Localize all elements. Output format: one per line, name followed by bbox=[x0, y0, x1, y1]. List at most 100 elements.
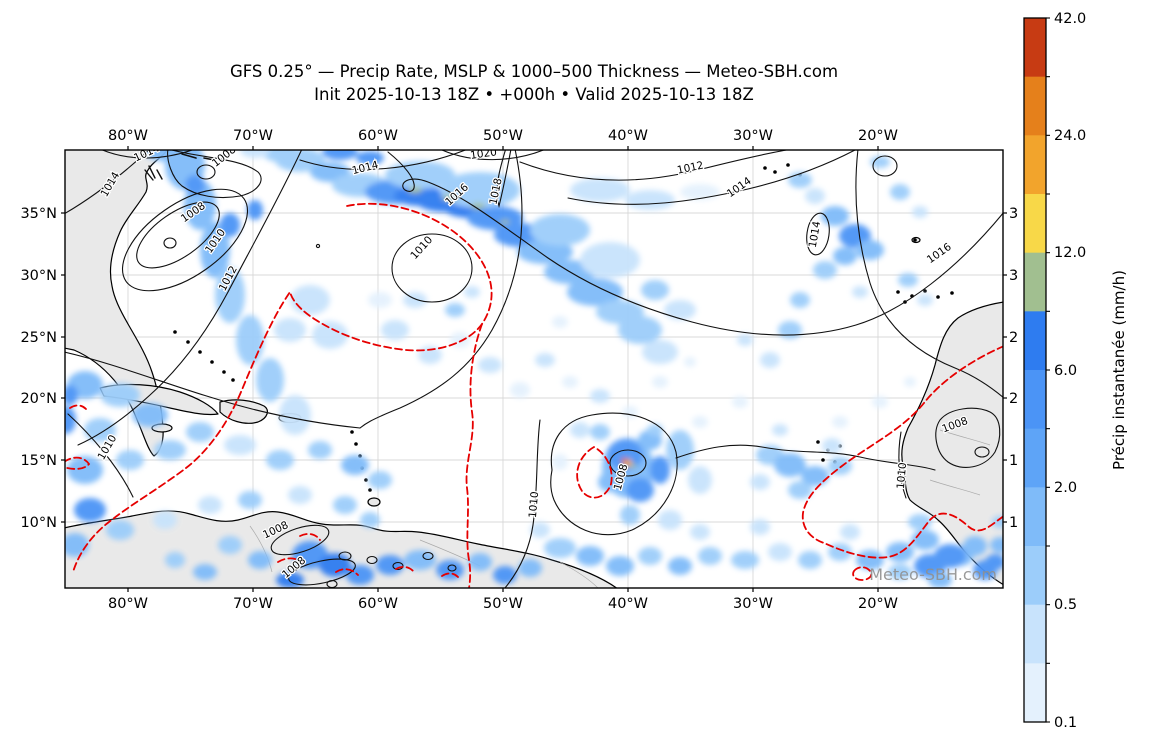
island-dot bbox=[950, 291, 954, 295]
precip-blob bbox=[132, 403, 168, 427]
lat-tick-label: 30°N bbox=[20, 268, 57, 284]
precip-blob bbox=[790, 292, 810, 308]
precip-blob bbox=[238, 491, 262, 509]
colorbar-title: Précip instantanée (mm/h) bbox=[1110, 270, 1128, 470]
precip-blob bbox=[552, 316, 568, 328]
precip-blob bbox=[590, 389, 610, 403]
precip-blob bbox=[106, 520, 134, 540]
precip-blob bbox=[570, 422, 590, 438]
precip-blob bbox=[381, 320, 409, 340]
lat-tick-label: 20°N bbox=[20, 391, 57, 407]
lat-tick-label: 10°N bbox=[20, 515, 57, 531]
colorbar-segment bbox=[1024, 546, 1046, 606]
precip-blob bbox=[376, 555, 404, 575]
contour-label: 1014 bbox=[725, 175, 754, 200]
precip-blob bbox=[530, 522, 550, 538]
precip-blob bbox=[731, 551, 759, 569]
precip-blob bbox=[888, 564, 912, 580]
precip-blob bbox=[750, 474, 770, 490]
island-dot bbox=[364, 478, 368, 482]
precip-blob bbox=[478, 357, 502, 373]
precip-blob bbox=[856, 550, 884, 570]
colorbar: 42.0 24.0 12.0 6.0 2.0 0.5 0.1 Précip instantan… bbox=[1023, 11, 1128, 731]
precip-blob bbox=[911, 530, 939, 550]
precip-blob bbox=[224, 435, 256, 455]
precip-blob bbox=[84, 418, 116, 442]
colorbar-tick-label: 12.0 bbox=[1054, 245, 1086, 261]
precip-blob bbox=[552, 454, 568, 470]
lon-tick-label-bottom: 70°W bbox=[233, 596, 273, 612]
country-borders bbox=[249, 429, 991, 588]
precip-blob bbox=[664, 300, 696, 320]
island-dot bbox=[786, 163, 790, 167]
precip-blob bbox=[341, 455, 369, 475]
precip-blob bbox=[385, 161, 455, 189]
precip-blob bbox=[788, 481, 812, 499]
colorbar-tick-label: 6.0 bbox=[1054, 363, 1077, 379]
precip-blob bbox=[963, 536, 987, 556]
precip-blob bbox=[934, 544, 966, 568]
precip-blob bbox=[518, 559, 542, 577]
precip-blob bbox=[801, 466, 829, 486]
lon-tick-label-bottom: 80°W bbox=[108, 596, 148, 612]
precip-blob bbox=[647, 424, 663, 436]
contour-label: 1010 bbox=[527, 491, 541, 519]
colorbar-tick-label: 0.5 bbox=[1054, 597, 1077, 613]
precip-blob bbox=[625, 190, 675, 210]
colorbar-segment bbox=[1024, 311, 1046, 371]
precip-blob bbox=[266, 450, 294, 470]
lon-tick-label-top: 20°W bbox=[858, 128, 898, 144]
island-dot bbox=[231, 378, 235, 382]
precip-blob bbox=[500, 220, 510, 224]
island-dot bbox=[210, 360, 214, 364]
precip-blob bbox=[890, 184, 910, 200]
precip-blob bbox=[65, 406, 76, 434]
precip-blob bbox=[467, 206, 523, 230]
precip-blob bbox=[356, 151, 384, 165]
lat-tick-label-right-clipped: 2 bbox=[1009, 391, 1018, 407]
watermark: Meteo-SBH.com bbox=[869, 565, 997, 584]
precip-blob bbox=[510, 382, 530, 398]
precip-blob bbox=[680, 184, 720, 200]
lat-tick-label: 15°N bbox=[20, 453, 57, 469]
precip-blob bbox=[652, 376, 668, 388]
precip-blob bbox=[698, 547, 722, 565]
precip-blob bbox=[852, 286, 868, 298]
precip-blob bbox=[832, 416, 848, 428]
island-dot bbox=[354, 442, 358, 446]
precip-blob bbox=[870, 156, 890, 168]
precip-blob bbox=[912, 206, 928, 218]
colorbar-segment bbox=[1024, 663, 1046, 723]
precip-blob bbox=[774, 453, 806, 477]
colorbar-tick-label: 24.0 bbox=[1054, 128, 1086, 144]
precip-blob bbox=[590, 424, 610, 440]
precip-blob bbox=[165, 552, 185, 568]
precip-blob bbox=[193, 564, 217, 580]
island-dot bbox=[368, 488, 372, 492]
precip-blob bbox=[450, 332, 470, 348]
lon-tick-label-top: 30°W bbox=[733, 128, 773, 144]
precip-blob bbox=[688, 466, 712, 494]
island-dot bbox=[896, 290, 900, 294]
precip-blob bbox=[288, 486, 312, 504]
precip-blob bbox=[562, 376, 578, 388]
precip-blob bbox=[620, 505, 640, 525]
colorbar-segment bbox=[1024, 487, 1046, 547]
precip-blob bbox=[154, 440, 186, 460]
precip-blob bbox=[732, 396, 748, 408]
precip-blob bbox=[641, 280, 669, 300]
precip-blob bbox=[576, 546, 604, 566]
precip-blob bbox=[607, 439, 643, 471]
gridlines bbox=[65, 150, 1003, 588]
precip-blob bbox=[750, 519, 770, 535]
axes: 80°W 80°W 70°W 70°W 60°W 60°W 50°W 50°W 40°W 40°W… bbox=[20, 128, 1018, 612]
precip-blob bbox=[215, 267, 245, 323]
precip-blob bbox=[185, 175, 205, 195]
precip-blob bbox=[908, 514, 932, 530]
precip-blob bbox=[308, 441, 332, 459]
precip-blob bbox=[544, 538, 576, 558]
precip-blob bbox=[618, 316, 662, 344]
precip-blob bbox=[464, 286, 480, 298]
precip-blob bbox=[200, 222, 230, 278]
